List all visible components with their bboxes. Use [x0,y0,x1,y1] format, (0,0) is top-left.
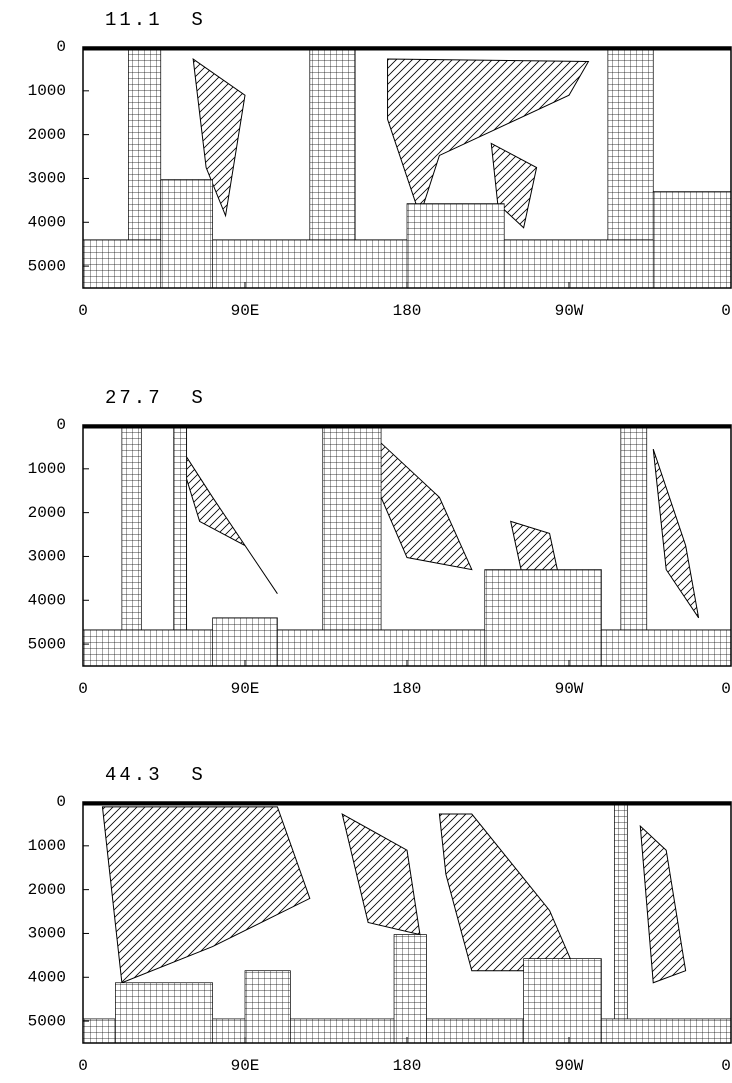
x-tick-label: 90E [231,302,260,320]
y-tick-label: 0 [56,38,66,56]
y-tick-label: 1000 [28,837,66,855]
hatched-region [639,824,687,984]
y-tick-label: 3000 [28,548,66,566]
topography [614,801,628,1044]
x-tick-label: 180 [393,680,422,698]
hatched-region [101,806,311,984]
panel-title: 44.3 S [105,764,206,786]
x-tick-label: 90E [231,1057,260,1075]
hatched-region [373,435,473,571]
topography [406,203,505,289]
y-tick-label: 3000 [28,170,66,188]
x-tick-label: 0 [721,1057,731,1075]
y-tick-label: 3000 [28,925,66,943]
y-tick-label: 4000 [28,968,66,986]
x-tick-label: 0 [721,680,731,698]
hatched-region [652,448,700,619]
y-tick-label: 5000 [28,1012,66,1030]
y-tick-label: 1000 [28,82,66,100]
y-tick-label: 1000 [28,460,66,478]
hatched-region [192,58,246,218]
x-tick-label: 180 [393,302,422,320]
x-tick-label: 180 [393,1057,422,1075]
x-tick-label: 90W [555,302,584,320]
y-tick-label: 5000 [28,257,66,275]
panel-title: 27.7 S [105,387,206,409]
y-tick-label: 0 [56,416,66,434]
hatched-region [387,58,590,218]
panel-title: 11.1 S [105,9,206,31]
y-tick-label: 0 [56,793,66,811]
x-tick-label: 0 [721,302,731,320]
x-tick-label: 0 [78,680,88,698]
topography [115,982,213,1044]
y-tick-label: 4000 [28,213,66,231]
topography [393,934,427,1044]
x-tick-label: 90E [231,680,260,698]
hatched-region [341,813,421,936]
topography [523,958,602,1044]
topography [652,191,732,289]
hatched-region [173,436,278,594]
y-tick-label: 2000 [28,126,66,144]
x-tick-label: 0 [78,1057,88,1075]
topography [244,970,291,1044]
x-tick-label: 0 [78,302,88,320]
y-tick-label: 2000 [28,504,66,522]
y-tick-label: 2000 [28,881,66,899]
topography [620,424,648,667]
topography [484,569,602,667]
x-tick-label: 90W [555,680,584,698]
y-tick-label: 4000 [28,591,66,609]
x-tick-label: 90W [555,1057,584,1075]
y-tick-label: 5000 [28,635,66,653]
topography [212,617,278,667]
topography [322,424,382,667]
topography [160,179,213,289]
hatched-region [438,813,577,972]
